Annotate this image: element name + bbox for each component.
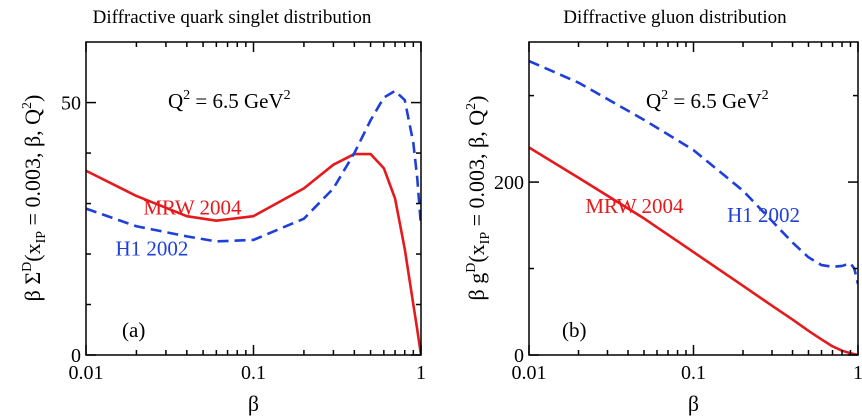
x-tick-label: 1: [853, 362, 862, 384]
series-label: MRW 2004: [143, 196, 242, 220]
q2-sup: 2: [183, 88, 190, 103]
q2-sup2: 2: [284, 88, 291, 103]
q2-annotation: Q2 = 6.5 GeV2: [646, 88, 769, 113]
y-tick-label: 200: [494, 172, 524, 194]
x-tick-label: 0.1: [681, 362, 706, 384]
series-line-h1-2002: [529, 59, 858, 285]
y-label-sup2: 2: [464, 103, 479, 110]
chart-title: Diffractive gluon distribution: [563, 7, 787, 28]
y-tick-label: 0: [514, 345, 524, 367]
q2-mid: = 6.5 GeV: [668, 89, 762, 113]
y-label-close: ): [464, 96, 489, 103]
chart-title: Diffractive quark singlet distribution: [93, 7, 372, 28]
y-label-sup: D: [20, 262, 35, 272]
panel-a-quark-singlet: Diffractive quark singlet distribution 0.…: [20, 7, 426, 416]
x-tick-label: 0.01: [512, 362, 547, 384]
panel-b-gluon: Diffractive gluon distribution 0.01 0.1 1 0 2…: [464, 7, 862, 416]
series-label: H1 2002: [115, 237, 188, 261]
q2-base: Q: [646, 89, 661, 113]
y-axis-label: β ΣD(xIP = 0.003, β, Q2): [20, 95, 49, 302]
panel-label: (a): [122, 318, 145, 342]
y-label-close: ): [20, 95, 45, 102]
y-label-sup: D: [464, 263, 479, 273]
x-axis-label: β: [688, 391, 699, 416]
y-label-open: (x: [20, 243, 45, 261]
x-tick-label: 0.01: [69, 362, 104, 384]
y-label-base: β Σ: [20, 272, 45, 302]
q2-sup: 2: [661, 88, 668, 103]
series-label: MRW 2004: [585, 194, 684, 218]
y-tick-label: 0: [71, 345, 81, 367]
q2-sup2: 2: [762, 88, 769, 103]
q2-base: Q: [168, 89, 183, 113]
series-label: H1 2002: [727, 203, 800, 227]
y-label-sub: IP: [34, 231, 49, 244]
panel-label: (b): [562, 318, 587, 342]
y-label-base: β g: [464, 273, 489, 301]
y-label-sub: IP: [478, 232, 493, 245]
y-label-mid: = 0.003, β, Q: [464, 110, 489, 232]
y-label-sup2: 2: [20, 102, 35, 109]
y-label-mid: = 0.003, β, Q: [20, 109, 45, 231]
x-tick-label: 0.1: [241, 362, 266, 384]
y-label-open: (x: [464, 244, 489, 262]
y-tick-label: 50: [61, 93, 81, 115]
q2-annotation: Q2 = 6.5 GeV2: [168, 88, 291, 113]
series-line-h1-2002: [86, 89, 421, 243]
x-axis-label: β: [248, 391, 259, 416]
y-axis-label: β gD(xIP = 0.003, β, Q2): [464, 96, 493, 301]
q2-mid: = 6.5 GeV: [190, 89, 284, 113]
x-tick-label: 1: [416, 362, 426, 384]
